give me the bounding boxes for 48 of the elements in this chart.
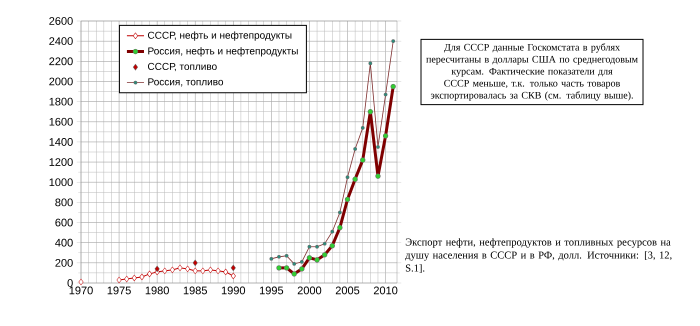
y-tick-label: 600: [55, 218, 73, 226]
x-tick-label: 1990: [222, 286, 246, 294]
point: [132, 274, 137, 282]
y-tick-label: 1000: [50, 178, 73, 186]
y-tick-label: 2200: [49, 57, 73, 66]
point: [200, 268, 206, 274]
y-tick-label: 200: [55, 258, 73, 267]
x-tick-label: 1985: [184, 286, 207, 294]
legend-label: СССР, топливо: [148, 62, 217, 72]
point: [216, 268, 221, 274]
y-tick-label: 400: [55, 238, 73, 247]
x-tick-label: 2010: [374, 286, 398, 294]
y-tick-label: 2400: [49, 37, 73, 46]
text: Для СССР данные Госкомстата в рублях пересчитаны в доллары США по среднегодовым курсам. Фактические показатели для СССР меньше, т.к. только часть товаров экспортировалась за СКВ (см. таблицу выше).: [426, 43, 638, 101]
x-tick-label: 1970: [70, 286, 93, 294]
legend-label: Россия, топливо: [148, 78, 224, 87]
y-tick-label: 0: [68, 279, 73, 287]
text: Экспорт нефти, нефтепродуктов и топливных ресурсов на душу населения в СССР и в РФ, долл. Источники: [3, 12, S.1].: [405, 238, 672, 273]
y-tick-label: 1200: [50, 158, 73, 166]
x-tick-label: 1980: [146, 286, 169, 294]
x-tick-label: 1995: [260, 286, 284, 294]
y-tick-label: 1800: [50, 98, 73, 106]
x-tick-label: 1975: [108, 286, 131, 294]
legend-label: Россия, нефть и нефтепродукты: [148, 47, 298, 56]
point: [177, 264, 182, 272]
point: [192, 268, 198, 274]
point: [185, 266, 190, 272]
legend-label: СССР, нефть и нефтепродукты: [148, 31, 292, 41]
y-tick-label: 1400: [50, 138, 73, 146]
point: [230, 272, 236, 280]
point: [192, 260, 198, 266]
point: [162, 268, 168, 274]
x-tick-label: 2005: [336, 286, 360, 294]
y-tick-label: 1600: [50, 118, 73, 126]
point: [116, 276, 122, 284]
point: [154, 266, 160, 272]
y-tick-label: 2600: [49, 17, 73, 25]
y-tick-label: 2000: [49, 78, 73, 86]
point: [170, 266, 175, 274]
y-tick-label: 800: [55, 198, 73, 206]
point: [124, 276, 130, 282]
x-tick-label: 2000: [298, 286, 322, 294]
point: [139, 274, 144, 280]
point: [223, 268, 228, 276]
point: [208, 266, 213, 274]
point: [230, 264, 236, 272]
point: [147, 270, 152, 278]
point: [78, 278, 84, 286]
